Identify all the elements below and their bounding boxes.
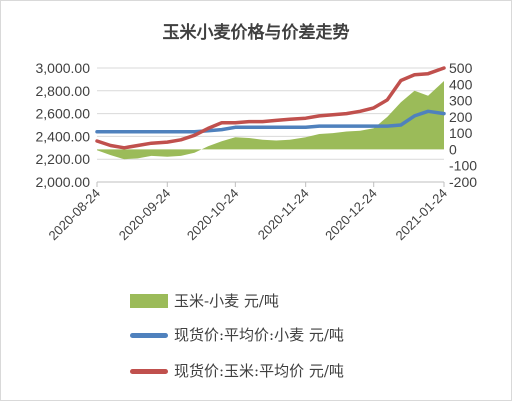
x-tick-label: 2020-10-24 bbox=[184, 186, 242, 244]
series-spread-area bbox=[97, 81, 444, 160]
x-tick-label: 2020-11-24 bbox=[255, 186, 312, 243]
series-corn-line bbox=[95, 66, 446, 150]
y-right-tick-label: -200 bbox=[449, 174, 477, 190]
y-left-tick-label: 2,000.00 bbox=[36, 174, 91, 190]
x-tick-label: 2020-08-24 bbox=[45, 186, 103, 244]
y-right-tick-label: 500 bbox=[449, 60, 473, 76]
x-axis: 2020-08-24 2020-09-24 2020-10-24 2020-11-24… bbox=[45, 181, 450, 244]
y-left-tick-label: 2,400.00 bbox=[36, 128, 91, 144]
y-left-tick-label: 2,600.00 bbox=[36, 106, 91, 122]
y-right-tick-label: 300 bbox=[449, 93, 473, 109]
price-lines-layer bbox=[95, 66, 446, 150]
legend-swatch-corn bbox=[130, 369, 168, 374]
legend-label-spread: 玉米-小麦 元/吨 bbox=[174, 292, 279, 310]
legend-label-corn: 现货价:玉米:平均价 元/吨 bbox=[174, 362, 344, 380]
y-right-tick-label: 400 bbox=[449, 76, 473, 92]
y-right-tick-label: 100 bbox=[449, 125, 473, 141]
y-right-tick-label: 200 bbox=[449, 109, 473, 125]
legend-label-wheat: 现货价:平均价:小麦 元/吨 bbox=[174, 326, 344, 344]
y-left-tick-label: 2,200.00 bbox=[36, 151, 91, 167]
series-wheat-line bbox=[95, 109, 446, 134]
x-tick-label: 2021-01-24 bbox=[392, 186, 450, 244]
legend-swatch-wheat bbox=[130, 333, 168, 338]
x-tick-label: 2020-09-24 bbox=[116, 186, 174, 244]
y-left-tick-label: 3,000.00 bbox=[36, 60, 91, 76]
left-axis-ticks: 2,000.00 2,200.00 2,400.00 2,600.00 2,800.00… bbox=[36, 60, 91, 190]
legend-swatch-spread bbox=[130, 294, 168, 308]
y-left-tick-label: 2,800.00 bbox=[36, 83, 91, 99]
chart-title: 玉米小麦价格与价差走势 bbox=[162, 23, 350, 43]
x-tick-label: 2020-12-24 bbox=[322, 186, 380, 244]
y-right-tick-label: 0 bbox=[449, 141, 457, 157]
y-right-tick-label: -100 bbox=[449, 158, 477, 174]
spread-area-layer bbox=[97, 81, 444, 160]
